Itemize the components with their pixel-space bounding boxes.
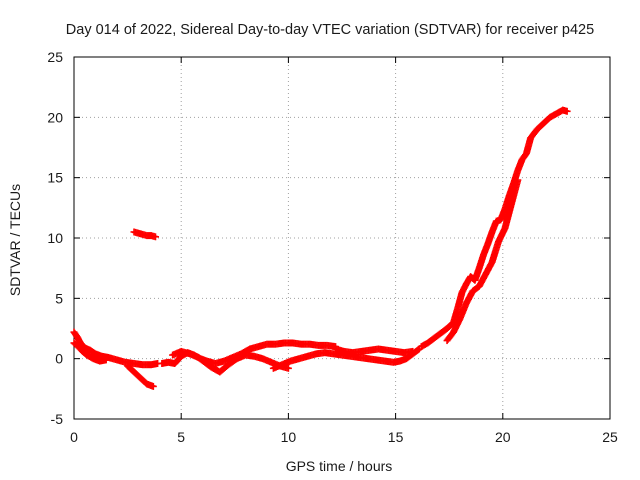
x-tick-label: 5 [177, 429, 185, 445]
x-axis-label: GPS time / hours [286, 458, 393, 474]
data-points [70, 106, 571, 390]
data-point [151, 233, 159, 241]
plot-frame [73, 56, 611, 420]
data-point [563, 107, 571, 115]
data-point [414, 346, 422, 354]
data-point [409, 347, 417, 355]
y-tick-label: 10 [47, 230, 63, 246]
x-tick-label: 15 [388, 429, 404, 445]
y-tick-label: 5 [55, 290, 63, 306]
y-tick-label: -5 [51, 411, 64, 427]
x-tick-label: 0 [70, 429, 78, 445]
data-point [514, 176, 522, 184]
y-tick-label: 20 [47, 109, 63, 125]
y-tick-label: 15 [47, 170, 63, 186]
data-point [102, 356, 110, 364]
x-tick-label: 10 [281, 429, 297, 445]
data-point [149, 382, 157, 390]
data-point [284, 364, 292, 372]
x-tick-labels: 0 5 10 15 20 25 [70, 429, 618, 445]
y-tick-label: 0 [55, 351, 63, 367]
y-tick-label: 25 [47, 49, 63, 65]
x-tick-label: 25 [602, 429, 618, 445]
y-tick-labels: -5 0 5 10 15 20 25 [47, 49, 63, 427]
chart-title: Day 014 of 2022, Sidereal Day-to-day VTE… [66, 22, 594, 38]
y-axis-label: SDTVAR / TECUs [7, 184, 23, 296]
x-tick-label: 20 [495, 429, 511, 445]
